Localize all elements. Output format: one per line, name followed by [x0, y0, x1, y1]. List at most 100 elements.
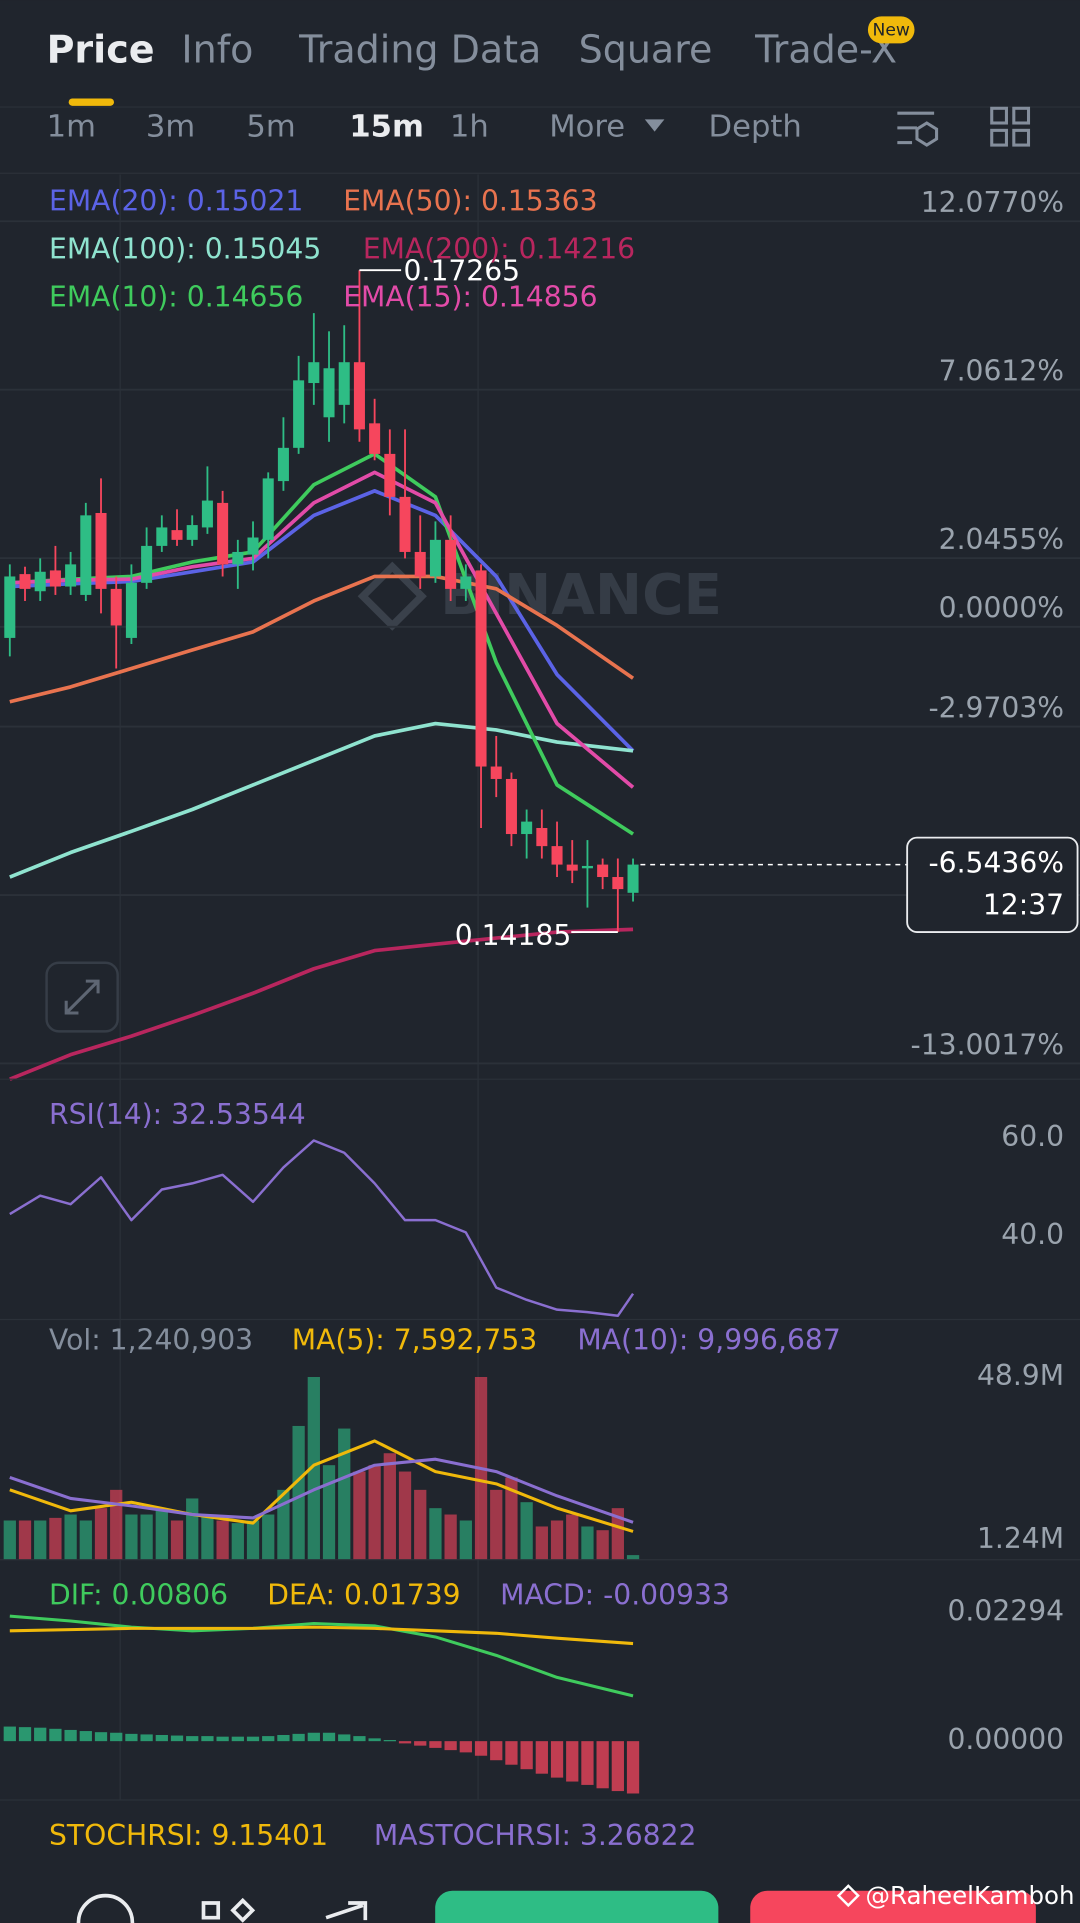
- y-tick-label: 1.24M: [977, 1522, 1064, 1555]
- bar: [155, 1734, 168, 1742]
- bar: [246, 1520, 260, 1560]
- legend: MA(5): 7,592,753: [292, 1324, 537, 1357]
- interval[interactable]: 1m: [47, 109, 96, 144]
- expand-button[interactable]: [45, 961, 119, 1033]
- bar: [201, 1736, 214, 1742]
- candle-body: [353, 362, 365, 430]
- tab[interactable]: Info: [181, 27, 253, 71]
- candle-body: [597, 864, 609, 878]
- tab[interactable]: Price: [47, 27, 155, 71]
- legend: MACD: -0.00933: [500, 1579, 730, 1612]
- candle-body: [293, 380, 305, 448]
- bar: [611, 1508, 624, 1560]
- legend: STOCHRSI: 9.15401: [49, 1819, 328, 1852]
- legend: EMA(100): 0.15045: [49, 232, 321, 265]
- sell-button[interactable]: [750, 1890, 1036, 1923]
- series-line: [9, 452, 635, 836]
- candle-body: [80, 515, 92, 595]
- legend: DEA: 0.01739: [267, 1579, 460, 1612]
- series-line: [9, 489, 635, 753]
- interval[interactable]: 1h: [450, 109, 489, 144]
- candle-body: [34, 571, 46, 592]
- bar: [338, 1428, 351, 1560]
- bar: [581, 1741, 594, 1785]
- legend: RSI(14): 32.53544: [49, 1098, 306, 1131]
- candle-body: [201, 500, 213, 528]
- bar: [110, 1489, 123, 1560]
- interval[interactable]: 5m: [246, 109, 295, 144]
- bar: [201, 1514, 214, 1560]
- bar: [322, 1465, 336, 1560]
- badge: New: [873, 20, 910, 40]
- bar: [353, 1471, 366, 1560]
- bar: [414, 1489, 427, 1560]
- bar: [368, 1738, 381, 1742]
- bar: [581, 1526, 594, 1560]
- tab[interactable]: Square: [579, 27, 713, 71]
- candle-body: [65, 564, 77, 587]
- interval-more[interactable]: More: [549, 109, 625, 144]
- candle-body: [612, 877, 624, 890]
- bar: [125, 1514, 138, 1560]
- layout-icon[interactable]: [990, 106, 1031, 147]
- bar: [368, 1465, 381, 1560]
- series-line: [9, 1614, 634, 1698]
- bar: [550, 1520, 564, 1560]
- bar: [307, 1732, 320, 1742]
- bar: [216, 1520, 229, 1560]
- candle-body: [217, 502, 229, 565]
- candle-body: [551, 846, 563, 865]
- dropdown-arrow: [644, 119, 665, 132]
- legend: MA(10): 9,996,687: [577, 1324, 840, 1357]
- candle-body: [308, 362, 320, 384]
- candle-body: [141, 545, 153, 583]
- bar: [474, 1741, 488, 1756]
- bar: [414, 1741, 427, 1746]
- interval[interactable]: 15m: [349, 109, 424, 144]
- candle-body: [429, 539, 441, 577]
- candle-body: [475, 570, 487, 767]
- candle-body: [323, 368, 335, 418]
- bar: [34, 1727, 47, 1742]
- candle-body: [384, 453, 396, 497]
- interval[interactable]: 3m: [146, 109, 195, 144]
- bar: [3, 1520, 16, 1560]
- legend: MASTOCHRSI: 3.26822: [374, 1819, 697, 1852]
- bar: [277, 1489, 290, 1560]
- bar: [216, 1736, 229, 1742]
- bar: [444, 1514, 457, 1560]
- bar: [322, 1732, 336, 1742]
- y-tick-label: 48.9M: [977, 1359, 1064, 1392]
- buy-button[interactable]: [435, 1890, 719, 1923]
- candle-body: [95, 512, 107, 589]
- candle-body: [566, 864, 578, 871]
- depth-tab[interactable]: Depth: [709, 109, 802, 144]
- bar: [246, 1736, 260, 1742]
- settings-icon[interactable]: [897, 111, 939, 147]
- legend: EMA(50): 0.15363: [343, 185, 597, 218]
- candle-body: [521, 821, 533, 835]
- bar: [262, 1736, 275, 1742]
- candle-body: [536, 827, 548, 847]
- candle-body: [581, 865, 593, 869]
- credit: @RaheelKamboh: [865, 1881, 1074, 1910]
- bar: [566, 1741, 579, 1782]
- bar: [444, 1741, 457, 1751]
- bar: [338, 1734, 351, 1742]
- watermark-logo: [357, 561, 427, 631]
- candle-body: [4, 576, 16, 638]
- tab[interactable]: Trading Data: [298, 27, 541, 71]
- candle-body: [186, 525, 198, 540]
- series-line: [9, 1625, 634, 1646]
- bar: [535, 1741, 548, 1774]
- bar: [18, 1520, 32, 1560]
- series-line: [9, 470, 635, 789]
- candle-body: [445, 539, 457, 589]
- bar: [566, 1514, 579, 1560]
- bar: [110, 1732, 123, 1742]
- bar: [79, 1520, 92, 1560]
- legend: EMA(10): 0.14656: [49, 280, 303, 313]
- nav-icon[interactable]: [325, 1901, 368, 1921]
- nav-icon[interactable]: [201, 1897, 256, 1923]
